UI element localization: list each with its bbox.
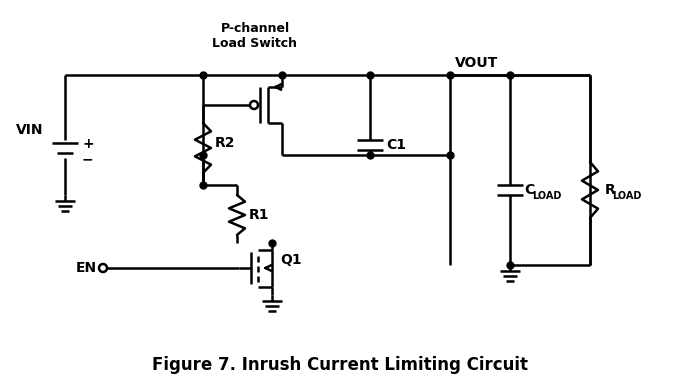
- Text: LOAD: LOAD: [532, 191, 562, 201]
- Text: VIN: VIN: [16, 123, 43, 137]
- Text: $\mathregular{R}$: $\mathregular{R}$: [604, 183, 616, 197]
- Text: P-channel: P-channel: [220, 22, 290, 35]
- Text: Figure 7. Inrush Current Limiting Circuit: Figure 7. Inrush Current Limiting Circui…: [152, 356, 528, 374]
- Text: Q1: Q1: [280, 253, 302, 267]
- Text: R2: R2: [215, 136, 235, 150]
- Text: +: +: [82, 137, 94, 151]
- Text: −: −: [82, 152, 94, 166]
- Text: R1: R1: [249, 208, 269, 222]
- Text: $\mathregular{C}$: $\mathregular{C}$: [524, 183, 535, 197]
- Text: Load Switch: Load Switch: [212, 37, 298, 50]
- Text: LOAD: LOAD: [612, 191, 641, 201]
- Text: EN: EN: [76, 261, 97, 275]
- Text: VOUT: VOUT: [455, 56, 498, 70]
- Text: C1: C1: [386, 138, 406, 152]
